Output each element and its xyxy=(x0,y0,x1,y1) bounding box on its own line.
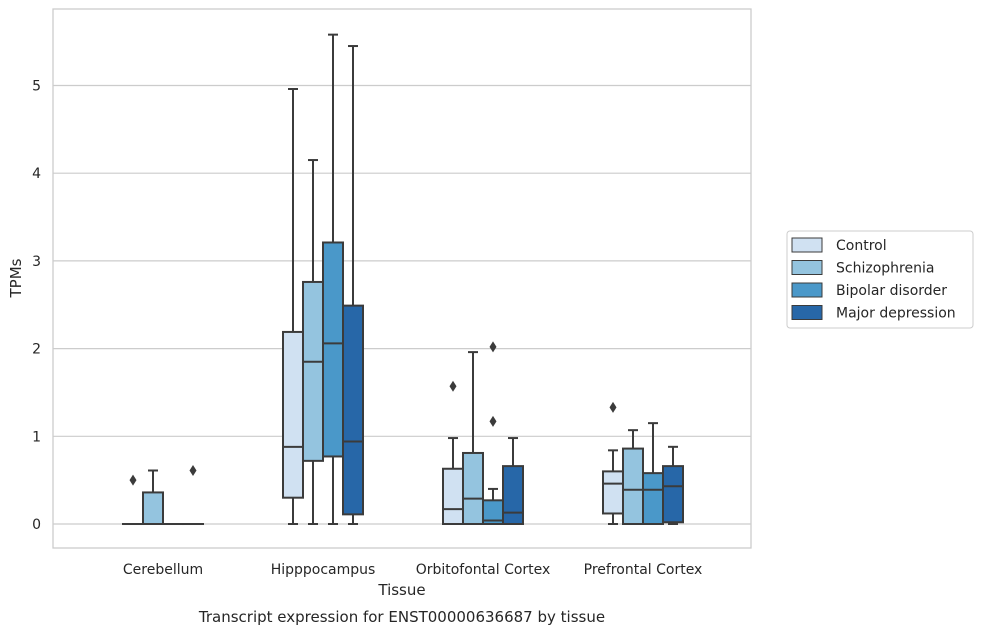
y-axis-ticks: 0 1 2 3 4 5 xyxy=(32,79,41,534)
box-group xyxy=(482,341,504,526)
legend-swatch xyxy=(791,260,823,275)
box-group xyxy=(302,159,324,525)
x-axis-ticks: Cerebellum Hipppocampus Orbitofontal Corte… xyxy=(123,562,702,578)
legend-swatch xyxy=(791,237,823,253)
y-tick-label: 4 xyxy=(32,166,41,182)
box xyxy=(622,447,644,525)
legend-label: Schizophrenia xyxy=(836,261,934,277)
box-group xyxy=(122,474,144,526)
y-axis-label: TPMs xyxy=(7,258,25,298)
x-axis-label: Tissue xyxy=(377,581,425,599)
x-tick-label: Orbitofontal Cortex xyxy=(416,562,551,578)
legend-frame xyxy=(786,230,974,329)
box xyxy=(282,330,304,499)
legend-swatch xyxy=(791,305,823,320)
legend-label: Bipolar disorder xyxy=(836,283,947,299)
legend-items: Control Schizophrenia Bipolar disorder Majo… xyxy=(791,237,956,322)
box-group xyxy=(442,380,464,525)
box-group xyxy=(602,401,624,525)
box xyxy=(342,304,364,516)
box-group xyxy=(462,351,484,526)
outlier-point xyxy=(189,465,197,477)
box-group xyxy=(502,437,524,526)
outlier-point xyxy=(489,341,497,353)
outlier-point xyxy=(449,380,457,392)
box xyxy=(602,470,624,515)
legend: Control Schizophrenia Bipolar disorder Majo… xyxy=(786,230,974,329)
box xyxy=(302,280,324,462)
legend-label: Major depression xyxy=(836,306,956,322)
grid-lines xyxy=(53,84,751,525)
box-group xyxy=(642,422,664,526)
box xyxy=(462,451,484,526)
box-group xyxy=(622,429,644,525)
y-tick-label: 1 xyxy=(32,429,41,445)
box xyxy=(502,465,524,526)
legend-swatch xyxy=(791,282,823,298)
y-tick-label: 2 xyxy=(32,342,41,358)
legend-label: Control xyxy=(836,238,887,254)
x-tick-label: Prefrontal Cortex xyxy=(584,562,703,578)
x-tick-label: Hipppocampus xyxy=(271,562,376,578)
boxes xyxy=(122,33,684,526)
y-tick-label: 5 xyxy=(32,79,41,95)
chart-caption: Transcript expression for ENST0000063668… xyxy=(198,608,605,626)
box-group xyxy=(662,445,684,525)
box-group xyxy=(342,45,364,525)
box-group xyxy=(182,465,204,526)
box xyxy=(322,241,344,458)
outlier-point xyxy=(129,474,137,486)
outlier-point xyxy=(609,401,617,413)
plot-area-frame xyxy=(52,8,752,549)
x-tick-label: Cerebellum xyxy=(123,562,203,578)
box xyxy=(442,467,464,525)
outlier-point xyxy=(489,415,497,427)
y-tick-label: 0 xyxy=(32,517,41,533)
box-group xyxy=(322,33,344,525)
box xyxy=(142,491,164,526)
box-group xyxy=(142,469,164,526)
box xyxy=(662,465,684,524)
box xyxy=(642,472,664,526)
y-tick-label: 3 xyxy=(32,254,41,270)
box-group xyxy=(282,88,304,525)
